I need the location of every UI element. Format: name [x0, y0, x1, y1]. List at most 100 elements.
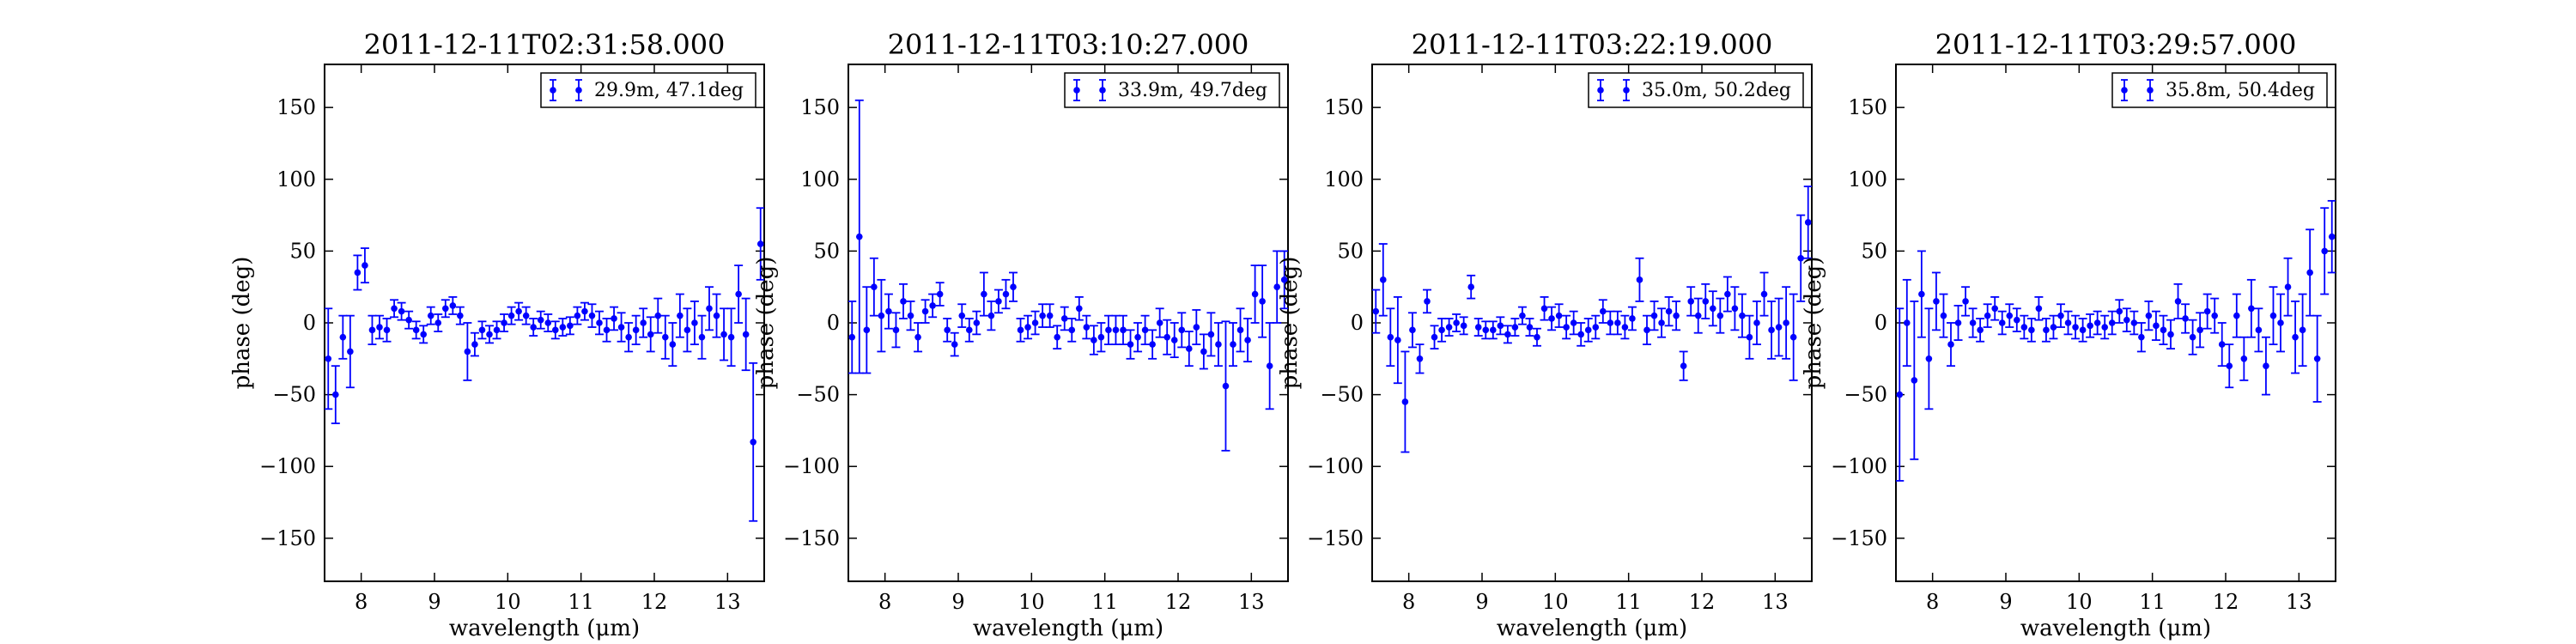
y-tick-label: −150 — [1307, 526, 1364, 550]
data-point — [1017, 326, 1024, 334]
data-point — [2313, 355, 2321, 362]
data-point — [1600, 307, 1607, 315]
data-point — [713, 312, 720, 319]
data-point — [1120, 326, 1127, 334]
y-axis-label: phase (deg) — [1801, 257, 1826, 390]
data-point — [2203, 307, 2211, 315]
data-point — [1584, 326, 1592, 334]
data-point — [2328, 233, 2336, 240]
x-tick-label: 11 — [1615, 590, 1642, 614]
y-tick-label: 150 — [1324, 95, 1364, 119]
data-point — [742, 331, 750, 338]
data-point — [662, 333, 669, 341]
data-point — [683, 326, 691, 334]
data-point — [1548, 315, 1555, 322]
data-point — [1658, 319, 1665, 326]
data-point — [1215, 341, 1222, 348]
data-point — [2093, 319, 2101, 326]
data-point — [1925, 355, 1933, 362]
data-point — [1680, 362, 1687, 369]
legend-marker-point — [1597, 87, 1604, 94]
data-point — [1687, 298, 1694, 305]
legend-label: 29.9m, 47.1deg — [594, 80, 744, 101]
series-group — [1896, 199, 2336, 482]
data-point — [1200, 348, 1207, 355]
data-point — [1280, 276, 1288, 283]
y-axis-label: phase (deg) — [1277, 257, 1303, 390]
data-point — [698, 333, 706, 341]
y-tick-label: 50 — [1861, 239, 1887, 263]
y-tick-label: 0 — [1351, 311, 1364, 335]
data-point — [2167, 331, 2174, 338]
data-point — [632, 326, 640, 334]
y-tick-label: 50 — [813, 239, 840, 263]
data-point — [332, 391, 339, 398]
data-point — [1940, 312, 1947, 319]
data-point — [1170, 337, 1178, 343]
data-point — [720, 331, 727, 338]
data-point — [1789, 333, 1797, 341]
data-point — [1083, 324, 1091, 331]
data-point — [1753, 319, 1760, 326]
legend: 35.0m, 50.2deg — [1588, 72, 1804, 108]
data-point — [2145, 312, 2153, 319]
data-point — [1511, 324, 1519, 331]
data-point — [2321, 247, 2328, 255]
data-point — [647, 331, 654, 338]
data-point — [625, 333, 632, 341]
data-point — [1266, 362, 1273, 369]
data-point — [1607, 319, 1614, 326]
data-point — [427, 312, 434, 319]
data-point — [2006, 312, 2014, 319]
series-group — [325, 207, 764, 522]
data-point — [1969, 319, 1977, 326]
data-point — [588, 312, 596, 319]
data-point — [501, 319, 507, 326]
data-point — [2108, 319, 2116, 326]
data-point — [1977, 326, 1984, 334]
data-point — [1694, 312, 1702, 319]
legend: 29.9m, 47.1deg — [540, 72, 756, 108]
data-point — [1222, 382, 1230, 390]
y-tick-label: −50 — [1320, 383, 1364, 407]
data-point — [574, 312, 581, 319]
data-point — [398, 307, 405, 315]
y-tick-label: −100 — [259, 454, 316, 478]
data-point — [434, 319, 442, 326]
data-point — [2211, 312, 2218, 319]
data-point — [2050, 324, 2057, 331]
data-point — [1650, 312, 1658, 319]
x-tick-label: 12 — [1689, 590, 1716, 614]
data-point — [2035, 305, 2043, 313]
data-point — [900, 298, 907, 305]
y-tick-label: −50 — [272, 383, 316, 407]
x-tick-label: 13 — [1762, 590, 1789, 614]
data-point — [1178, 326, 1186, 334]
data-point — [1984, 312, 1991, 319]
data-point — [1911, 377, 1918, 384]
data-point — [1490, 326, 1497, 334]
data-point — [1401, 398, 1409, 405]
data-point — [1416, 355, 1424, 362]
data-point — [973, 319, 981, 326]
data-point — [951, 341, 958, 348]
data-point — [944, 326, 951, 334]
y-tick-label: 150 — [800, 95, 840, 119]
data-point — [966, 326, 973, 334]
data-point — [936, 290, 944, 298]
data-point — [885, 307, 892, 315]
data-point — [892, 326, 900, 334]
plot-area-frame — [324, 64, 765, 582]
data-point — [2306, 269, 2313, 276]
y-tick-label: −50 — [1844, 383, 1887, 407]
data-point — [544, 319, 552, 326]
data-point — [1526, 324, 1534, 331]
x-tick-label: 10 — [2066, 590, 2093, 614]
y-tick-label: −100 — [1307, 454, 1364, 478]
data-point — [878, 312, 885, 319]
data-point — [1467, 283, 1474, 290]
data-point — [1716, 312, 1724, 319]
data-point — [1445, 324, 1453, 331]
data-point — [449, 302, 457, 309]
